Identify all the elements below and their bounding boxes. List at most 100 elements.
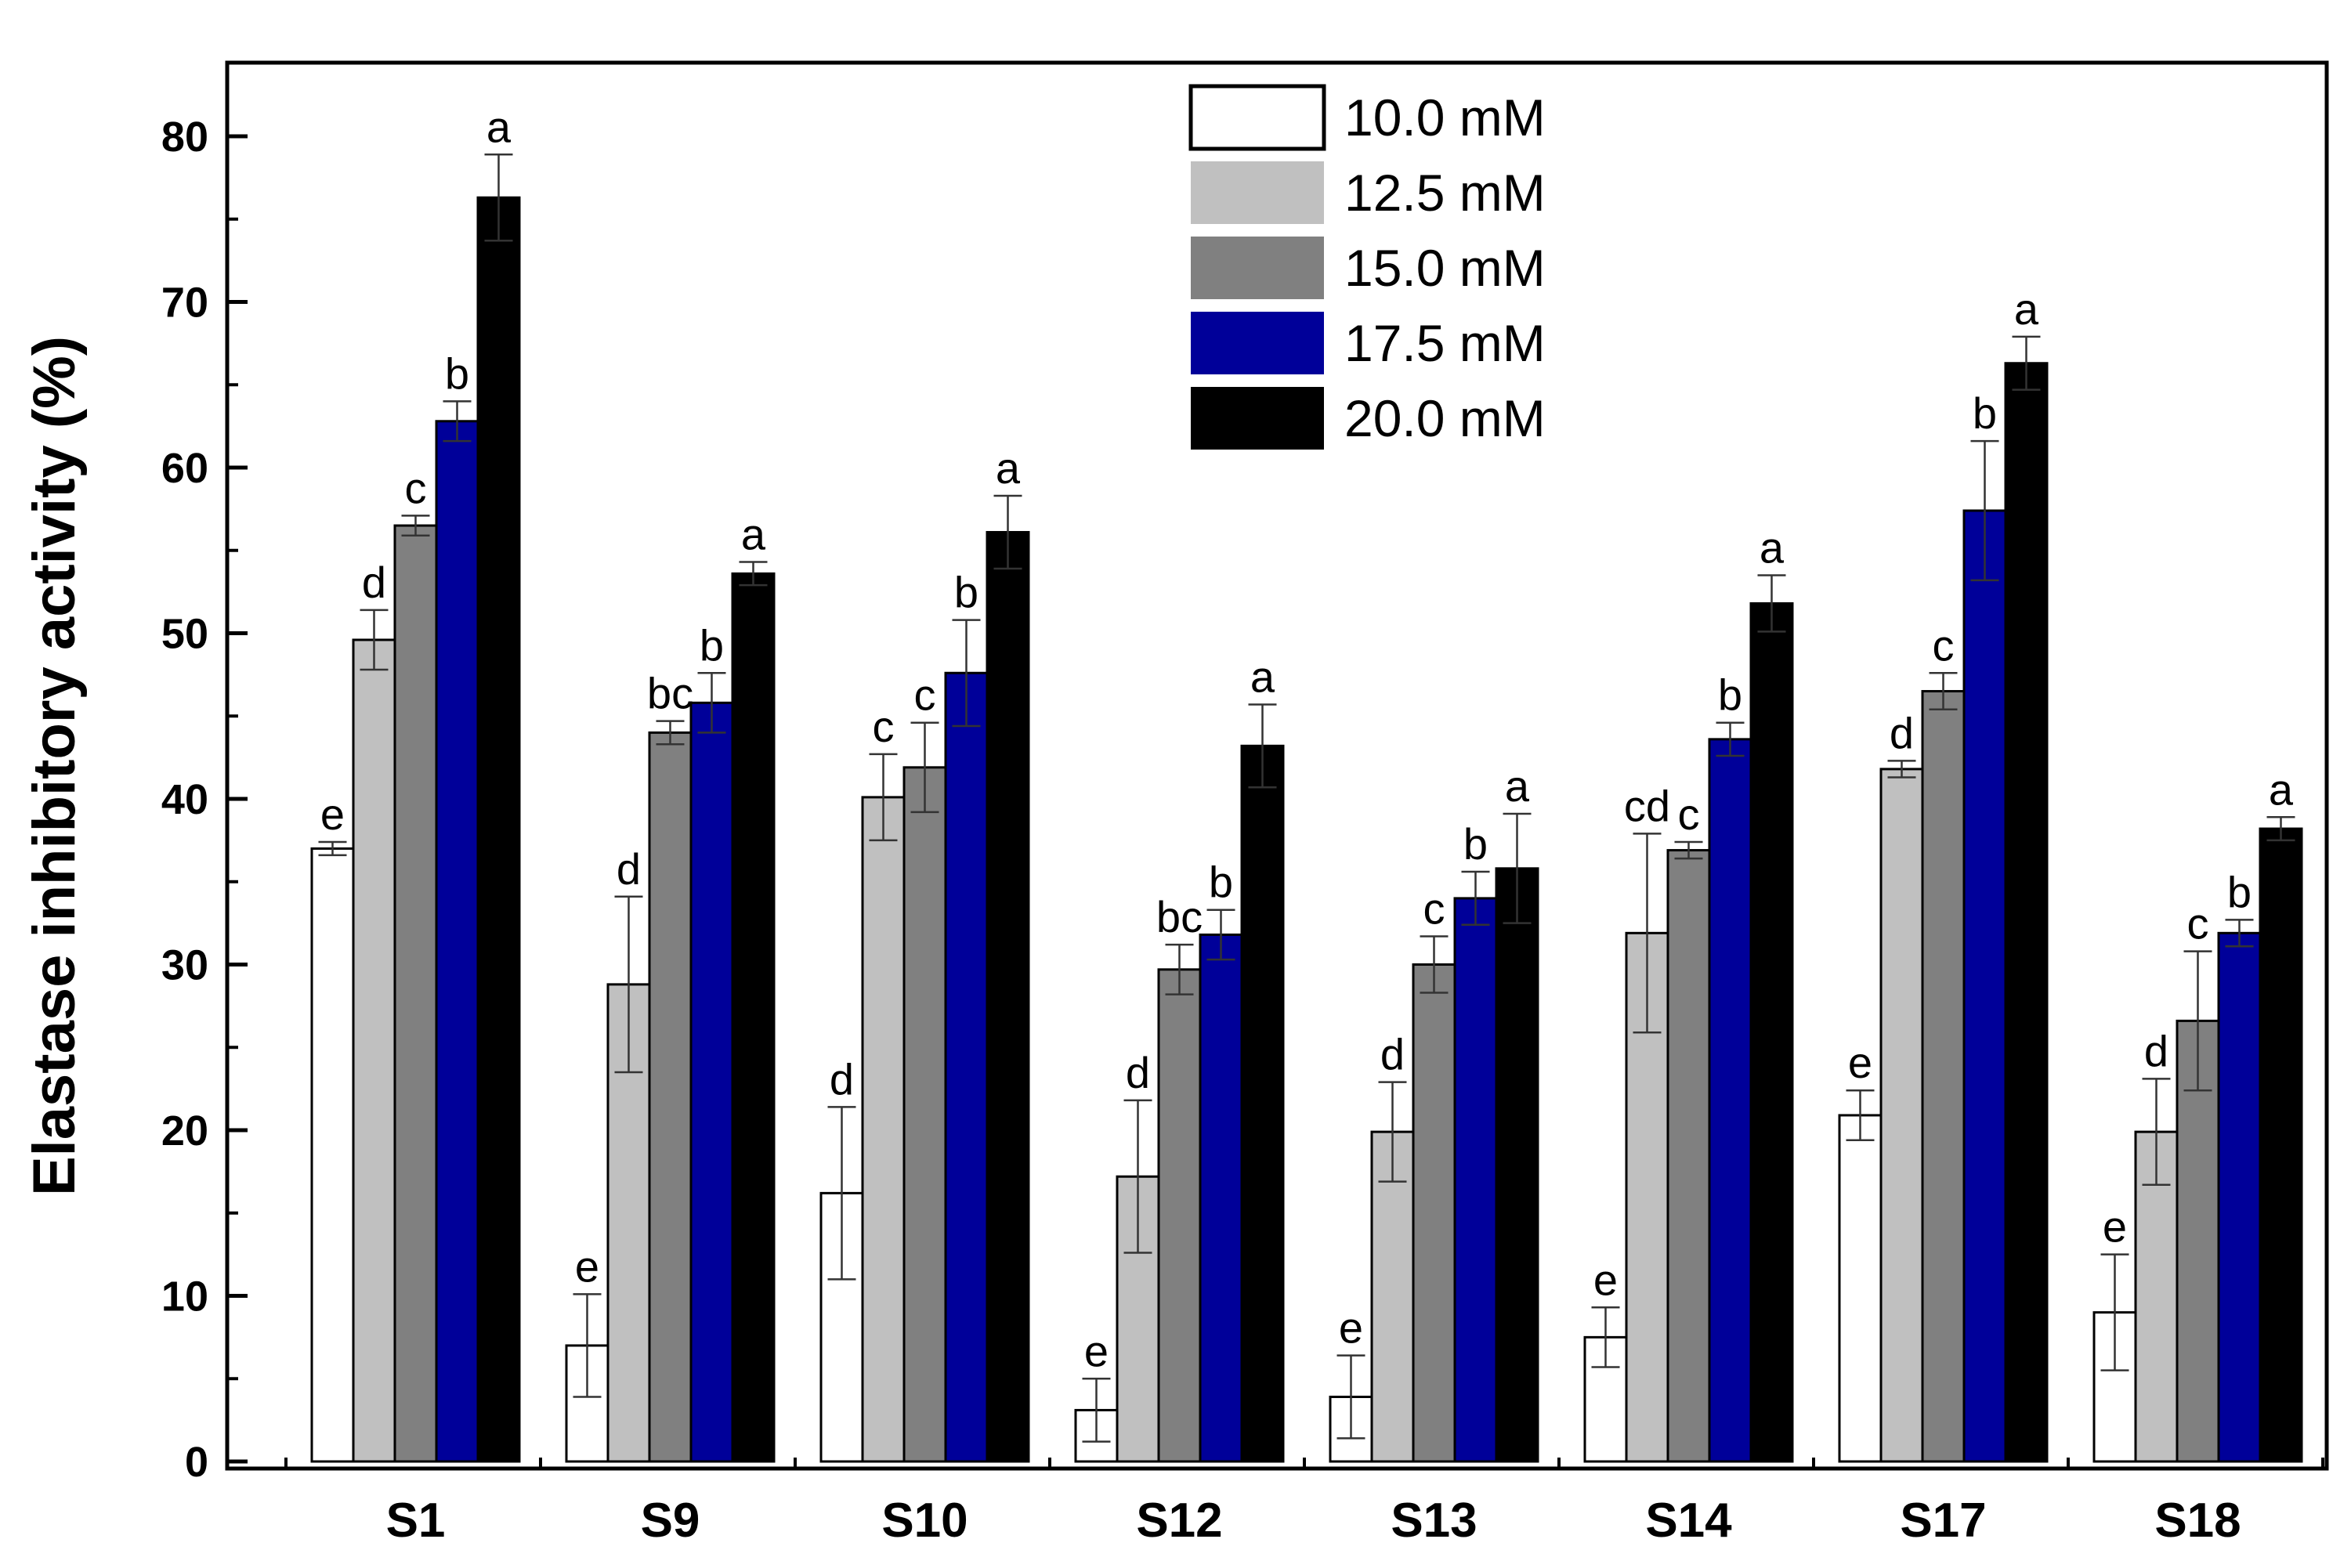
significance-letter: a <box>996 443 1021 493</box>
y-tick-label: 0 <box>185 1439 208 1486</box>
legend-label: 12.5 mM <box>1344 164 1546 222</box>
significance-letter: c <box>914 670 936 720</box>
x-category-label: S13 <box>1391 1494 1477 1548</box>
y-tick-label: 50 <box>161 611 208 658</box>
significance-letter: b <box>445 349 469 398</box>
significance-letter: b <box>1209 858 1233 907</box>
significance-letter: e <box>575 1241 599 1291</box>
significance-letter: d <box>1380 1030 1405 1079</box>
significance-letter: c <box>1423 884 1445 934</box>
significance-letter: b <box>1463 819 1488 869</box>
significance-letter: a <box>1250 652 1275 701</box>
bar <box>689 701 734 1463</box>
bar <box>393 524 438 1463</box>
bar <box>1199 933 1243 1463</box>
bar <box>2176 1019 2220 1463</box>
significance-letter: bc <box>1156 892 1203 941</box>
bar <box>986 530 1030 1463</box>
bar <box>1879 768 1924 1463</box>
significance-letter: cd <box>1624 781 1670 830</box>
bar <box>1157 968 1202 1463</box>
x-category-label: S12 <box>1136 1494 1222 1548</box>
plot-border <box>225 60 2329 1471</box>
x-axis: S1 S9 S10 S12 S13 S14 S17 S18 <box>284 1458 2324 1548</box>
significance-letter: a <box>741 510 766 559</box>
bar <box>731 572 776 1463</box>
significance-letter: c <box>873 702 895 751</box>
legend: 10.0 mM 12.5 mM 15.0 mM 17.5 mM 20.0 mM <box>1188 84 1546 450</box>
significance-letter: e <box>1084 1326 1109 1375</box>
bar <box>565 1344 609 1463</box>
significance-letter: e <box>320 789 345 839</box>
legend-swatch <box>1191 161 1324 224</box>
bar <box>1453 897 1498 1463</box>
significance-letter: d <box>1890 708 1914 757</box>
y-axis: 0 10 20 30 40 50 60 70 80 <box>161 114 248 1486</box>
significance-letter: b <box>1718 670 1742 720</box>
significance-letter: a <box>1760 522 1785 572</box>
legend-swatch <box>1191 387 1324 450</box>
bar <box>648 731 693 1463</box>
bar <box>1921 690 1966 1463</box>
bar <box>1412 963 1456 1463</box>
significance-letter: d <box>1126 1048 1150 1097</box>
x-category-label: S10 <box>881 1494 968 1548</box>
legend-label: 10.0 mM <box>1344 89 1546 146</box>
bar <box>944 671 989 1463</box>
bar <box>1666 849 1711 1463</box>
significance-letter: d <box>362 558 386 607</box>
bar <box>310 847 355 1463</box>
y-tick-label: 60 <box>161 445 208 492</box>
significance-letter: b <box>1973 388 1997 438</box>
legend-label: 17.5 mM <box>1344 314 1546 372</box>
x-category-label: S9 <box>641 1494 700 1548</box>
bar <box>1962 509 2007 1463</box>
significance-letter: e <box>1848 1038 1872 1087</box>
bar <box>352 638 396 1463</box>
significance-letter: a <box>2014 284 2039 334</box>
bar <box>476 196 521 1463</box>
y-tick-label: 10 <box>161 1274 208 1321</box>
significance-letter: b <box>700 620 724 670</box>
legend-label: 20.0 mM <box>1344 389 1546 447</box>
significance-letter: d <box>830 1054 854 1104</box>
bar <box>435 420 479 1463</box>
x-category-label: S18 <box>2154 1494 2241 1548</box>
x-category-label: S1 <box>386 1494 446 1548</box>
significance-letter: bc <box>647 669 693 718</box>
significance-letter: c <box>2187 899 2209 948</box>
significance-letter: d <box>2144 1026 2168 1075</box>
bar <box>1370 1130 1415 1463</box>
legend-swatch <box>1191 237 1324 299</box>
significance-letter: e <box>2103 1202 2127 1252</box>
significance-letter: b <box>2227 867 2252 916</box>
bar <box>902 766 947 1463</box>
bar <box>1495 867 1539 1463</box>
significance-letter: b <box>954 568 978 617</box>
significance-letter: c <box>405 463 427 512</box>
x-category-label: S14 <box>1645 1494 1732 1548</box>
bar <box>1749 602 1794 1463</box>
bar <box>1708 738 1752 1463</box>
significance-letter: a <box>486 102 512 151</box>
bar <box>1838 1114 1883 1463</box>
y-tick-label: 80 <box>161 114 208 161</box>
significance-letter: c <box>1678 789 1700 839</box>
bar <box>1240 744 1285 1463</box>
bar <box>2217 931 2262 1463</box>
legend-swatch <box>1188 84 1326 151</box>
significance-letter: d <box>617 844 641 894</box>
bar <box>2259 827 2303 1463</box>
bar <box>2134 1130 2179 1463</box>
bar <box>2004 362 2049 1463</box>
y-tick-label: 20 <box>161 1107 208 1154</box>
legend-label: 15.0 mM <box>1344 239 1546 297</box>
bar <box>861 796 906 1463</box>
significance-letter: e <box>1339 1303 1363 1353</box>
y-tick-label: 70 <box>161 280 208 327</box>
y-tick-label: 40 <box>161 776 208 823</box>
legend-swatch <box>1191 312 1324 374</box>
plot-frame <box>225 60 2329 1471</box>
